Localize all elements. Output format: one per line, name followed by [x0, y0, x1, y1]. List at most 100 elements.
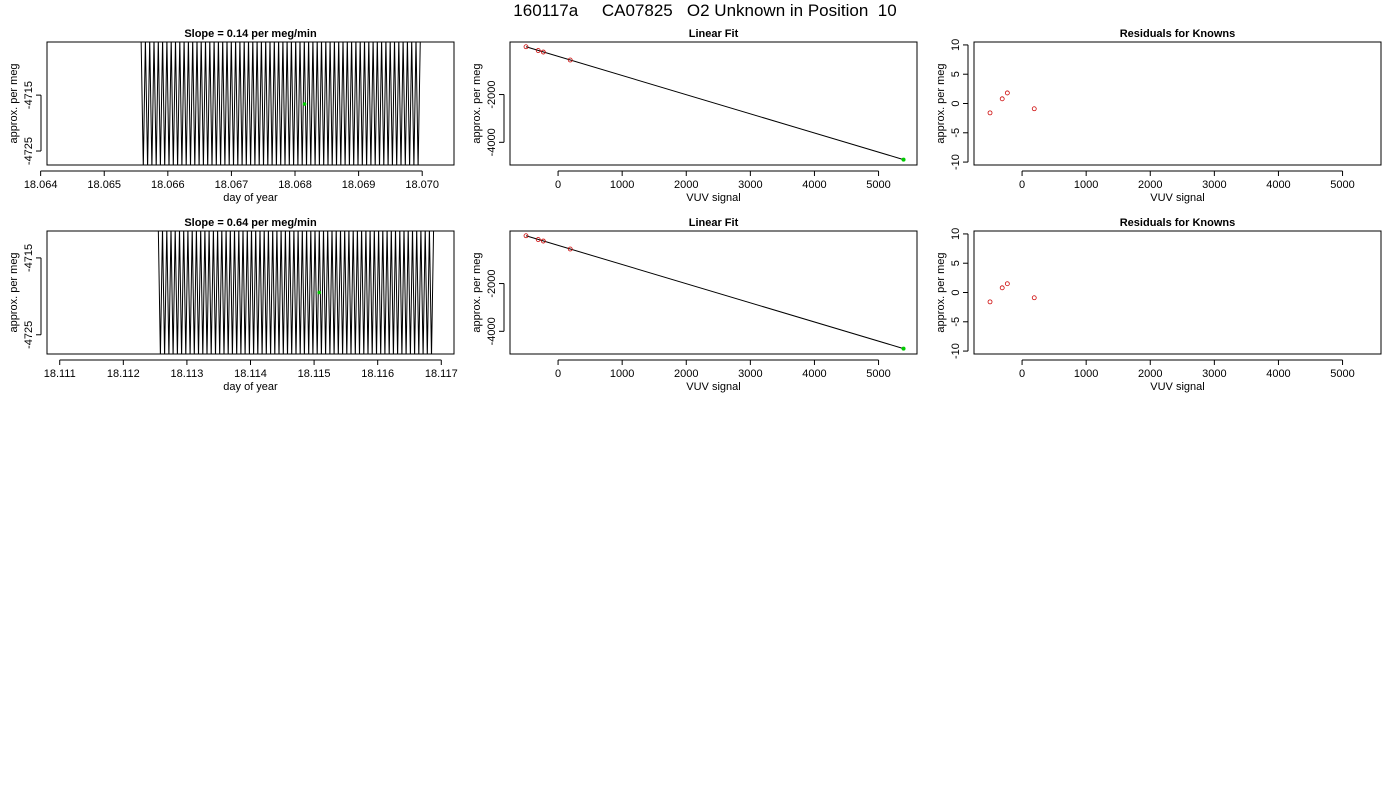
known-point — [540, 238, 546, 244]
x-tick-label: 18.113 — [170, 368, 203, 380]
x-tick-label: 18.068 — [278, 179, 312, 191]
data-layer — [140, 42, 421, 165]
y-tick-label: 5 — [950, 71, 962, 77]
data-layer — [987, 90, 1037, 116]
y-axis-label: approx. per meg — [471, 252, 483, 332]
y-tick-label: -4715 — [23, 244, 35, 272]
plot-frame — [46, 230, 455, 355]
y-tick-label: 0 — [950, 100, 962, 106]
x-tick-label: 5000 — [1330, 179, 1354, 191]
x-tick-label: 0 — [1019, 179, 1025, 191]
plot-frame — [509, 41, 918, 166]
x-tick-label: 18.065 — [87, 179, 121, 191]
x-tick-label: 18.117 — [425, 368, 458, 380]
x-tick-label: 2000 — [1138, 179, 1162, 191]
x-tick-label: 18.064 — [24, 179, 58, 191]
known-point — [535, 237, 541, 242]
x-tick-label: 1000 — [1074, 179, 1098, 191]
y-tick-label: -2000 — [486, 269, 498, 297]
panel-title: Linear Fit — [689, 217, 739, 229]
x-tick-label: 18.069 — [342, 179, 376, 191]
data-series-line — [140, 42, 421, 165]
known-point — [523, 44, 529, 50]
x-tick-label: 3000 — [738, 179, 762, 191]
data-layer — [523, 44, 906, 162]
data-layer — [157, 231, 435, 354]
known-point — [1031, 106, 1037, 112]
x-tick-label: 18.066 — [151, 179, 185, 191]
panel-title: Residuals for Knowns — [1120, 217, 1236, 229]
x-tick-label: 18.111 — [44, 368, 76, 380]
panel-6: Residuals for Knowns 0 1000 2000 3000 4000 500… — [935, 217, 1382, 393]
known-point — [987, 299, 993, 305]
known-point — [999, 96, 1005, 102]
y-tick-label: -4000 — [486, 317, 498, 345]
x-tick-label: 4000 — [1266, 179, 1290, 191]
known-point — [1031, 295, 1037, 301]
y-axis-label: approx. per meg — [8, 252, 20, 332]
panel-4: Slope = 0.64 per meg/min 18.111 18.112 18.1… — [8, 217, 458, 393]
x-tick-label: 18.116 — [361, 368, 394, 380]
highlight-point — [317, 290, 321, 295]
x-tick-label: 4000 — [802, 368, 826, 380]
x-tick-label: 0 — [555, 368, 561, 380]
x-tick-label: 0 — [1019, 368, 1025, 380]
y-axis-label: approx. per meg — [935, 252, 947, 332]
y-tick-label: -2000 — [486, 80, 498, 108]
x-tick-label: 1000 — [610, 368, 634, 380]
x-tick-label: 3000 — [1202, 368, 1226, 380]
x-tick-label: 0 — [555, 179, 561, 191]
unknown-point — [901, 346, 906, 351]
y-tick-label: 5 — [950, 260, 962, 266]
panel-title: Residuals for Knowns — [1120, 28, 1236, 40]
x-tick-label: 3000 — [1202, 179, 1226, 191]
known-point — [999, 285, 1005, 291]
y-tick-label: 0 — [950, 289, 962, 295]
panel-1: Slope = 0.14 per meg/min 18.064 18.065 18.0… — [8, 28, 455, 204]
y-tick-label: -10 — [950, 154, 962, 170]
x-tick-label: 4000 — [1266, 368, 1290, 380]
panel-title: Slope = 0.14 per meg/min — [184, 28, 317, 40]
x-axis-label: VUV signal — [1150, 381, 1204, 393]
fit-line — [525, 46, 904, 161]
known-point — [540, 49, 546, 55]
known-point — [1004, 281, 1010, 287]
x-tick-label: 5000 — [866, 179, 890, 191]
y-tick-label: -4000 — [486, 128, 498, 156]
x-tick-label: 18.114 — [234, 368, 267, 380]
figure-title: 160117a CA07825 O2 Unknown in Position 1… — [513, 1, 897, 20]
y-tick-label: -4715 — [23, 81, 35, 109]
data-series-line — [157, 231, 435, 354]
y-tick-label: -5 — [950, 128, 962, 138]
x-tick-label: 2000 — [1138, 368, 1162, 380]
highlight-point — [302, 102, 307, 106]
x-tick-label: 5000 — [866, 368, 890, 380]
panel-5: Linear Fit 0 1000 2000 3000 4000 5000 VUV signa… — [471, 217, 918, 393]
known-point — [523, 233, 529, 239]
x-tick-label: 2000 — [674, 368, 698, 380]
x-tick-label: 3000 — [738, 368, 762, 380]
x-axis-label: VUV signal — [1150, 192, 1204, 204]
x-tick-label: 2000 — [674, 179, 698, 191]
x-axis-label: VUV signal — [686, 381, 740, 393]
x-tick-label: 1000 — [610, 179, 634, 191]
y-tick-label: -4725 — [23, 321, 35, 349]
known-point — [987, 110, 993, 116]
known-point — [567, 57, 573, 63]
known-point — [567, 246, 573, 252]
y-axis-label: approx. per meg — [8, 63, 20, 143]
x-axis-label: day of year — [223, 381, 278, 393]
plot-frame — [973, 230, 1382, 355]
y-tick-label: 10 — [950, 228, 962, 240]
known-point — [535, 48, 541, 53]
y-axis-label: approx. per meg — [935, 63, 947, 143]
x-tick-label: 5000 — [1330, 368, 1354, 380]
plot-frame — [973, 41, 1382, 166]
panel-title: Linear Fit — [689, 28, 739, 40]
x-tick-label: 1000 — [1074, 368, 1098, 380]
x-axis-label: day of year — [223, 192, 278, 204]
panel-title: Slope = 0.64 per meg/min — [184, 217, 317, 229]
plot-frame — [509, 230, 918, 355]
y-axis-label: approx. per meg — [471, 63, 483, 143]
